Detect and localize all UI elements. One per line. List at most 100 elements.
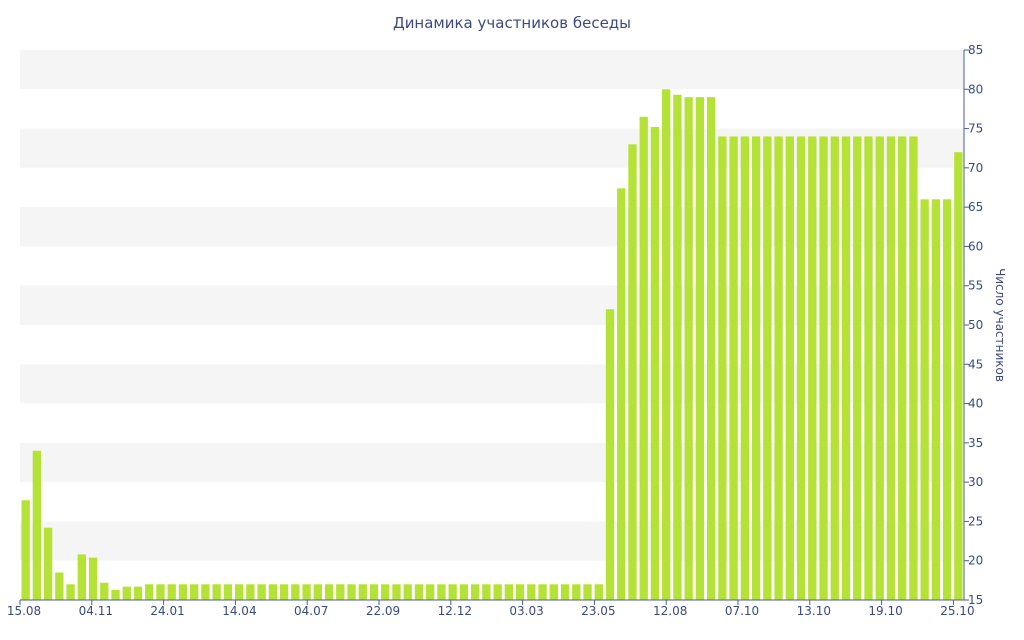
x-tick-label: 04.07 — [294, 604, 328, 618]
chart-title: Динамика участников беседы — [393, 14, 631, 32]
bar — [201, 584, 210, 600]
bar — [538, 584, 547, 600]
x-tick-label: 22.09 — [366, 604, 400, 618]
bar — [729, 136, 738, 600]
y-ticks: 15 20 25 30 35 40 45 50 55 60 65 70 75 80 85 — [964, 43, 983, 607]
bar — [437, 584, 446, 600]
y-axis-label: Число участников — [993, 268, 1007, 382]
bar — [527, 584, 536, 600]
bar — [347, 584, 356, 600]
bar — [223, 584, 233, 600]
bar — [684, 97, 693, 600]
bar — [426, 584, 435, 600]
bar — [864, 136, 873, 600]
grid-band — [20, 89, 964, 129]
bar — [133, 586, 143, 600]
bar — [594, 584, 603, 600]
grid-band — [20, 521, 964, 561]
y-tick-label: 15 — [968, 593, 983, 607]
bar — [763, 136, 772, 600]
bar — [841, 136, 851, 600]
bar — [560, 584, 570, 600]
y-tick-label: 75 — [968, 122, 983, 136]
grid-band — [20, 167, 964, 208]
bar — [100, 582, 109, 600]
grid-band — [20, 128, 964, 168]
bar — [122, 586, 131, 600]
bar — [796, 136, 806, 600]
grid-band — [20, 325, 964, 365]
bar — [302, 584, 311, 600]
grid-band — [20, 403, 964, 443]
bar — [369, 584, 379, 600]
bar — [77, 554, 86, 600]
y-tick-label: 35 — [968, 436, 983, 450]
bar — [605, 309, 615, 600]
bars — [21, 89, 963, 601]
bar — [718, 136, 727, 600]
bar — [898, 136, 907, 600]
bar — [954, 152, 963, 600]
grid-bands — [20, 50, 964, 600]
y-tick-label: 20 — [968, 554, 983, 568]
bar — [808, 136, 817, 600]
bar — [32, 450, 42, 600]
bar — [617, 188, 626, 601]
grid-band — [20, 285, 964, 325]
bar — [515, 584, 525, 600]
y-tick-label: 85 — [968, 43, 983, 57]
bar — [313, 584, 322, 600]
bar — [886, 136, 896, 600]
grid-band — [20, 560, 964, 600]
bar — [257, 584, 266, 600]
bar — [470, 584, 480, 600]
x-tick-label: 19.10 — [868, 604, 902, 618]
bar — [358, 584, 367, 600]
x-tick-label: 15.08 — [7, 604, 41, 618]
y-tick-label: 60 — [968, 239, 983, 253]
bar — [549, 584, 558, 600]
bar — [706, 97, 716, 600]
bar — [493, 584, 502, 600]
y-tick-label: 50 — [968, 318, 983, 332]
bar — [324, 584, 334, 600]
grid-band — [20, 50, 964, 90]
bar — [279, 584, 289, 600]
x-tick-label: 07.10 — [725, 604, 759, 618]
bar — [291, 584, 300, 600]
y-tick-label: 80 — [968, 82, 983, 96]
y-tick-label: 25 — [968, 514, 983, 528]
bar — [246, 584, 255, 600]
bar — [212, 584, 221, 600]
x-tick-label: 04.11 — [79, 604, 113, 618]
bar — [268, 584, 278, 600]
bar — [909, 136, 918, 600]
y-tick-label: 45 — [968, 357, 983, 371]
bar — [920, 199, 929, 601]
bar — [942, 199, 952, 601]
x-ticks: 15.08 04.11 24.01 14.04 04.07 22.09 12.12 03.03… — [7, 600, 975, 618]
grid-band — [20, 442, 964, 483]
bar — [504, 584, 514, 600]
y-tick-label: 55 — [968, 279, 983, 293]
bar — [178, 584, 188, 600]
bar — [392, 584, 401, 600]
bar — [66, 584, 75, 600]
bar — [111, 589, 120, 600]
y-tick-label: 40 — [968, 397, 983, 411]
y-tick-label: 30 — [968, 475, 983, 489]
bar — [448, 584, 457, 600]
bar — [650, 127, 660, 600]
bar — [381, 584, 390, 600]
bar — [43, 527, 53, 600]
bar — [336, 584, 345, 600]
bar — [572, 584, 581, 600]
bar — [751, 136, 761, 600]
x-tick-label: 03.03 — [509, 604, 543, 618]
x-tick-label: 25.10 — [940, 604, 974, 618]
x-tick-label: 13.10 — [797, 604, 831, 618]
bar — [459, 584, 469, 600]
x-tick-label: 14.04 — [222, 604, 256, 618]
grid-band — [20, 482, 964, 522]
y-tick-label: 70 — [968, 161, 983, 175]
